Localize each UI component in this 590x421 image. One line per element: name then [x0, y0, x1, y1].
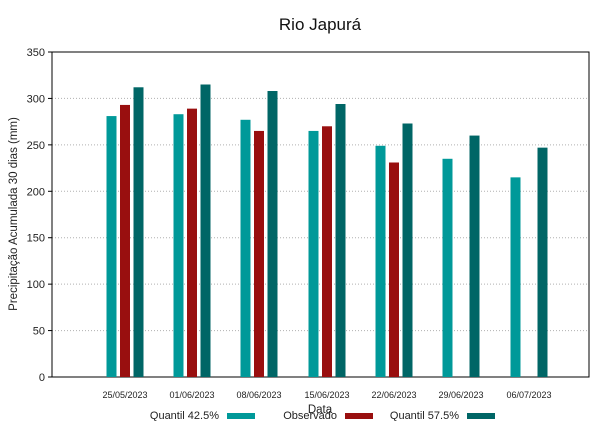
legend-swatch	[227, 413, 255, 419]
y-tick-label: 300	[27, 93, 45, 105]
bar	[133, 87, 144, 378]
legend-label: Observado	[283, 410, 337, 421]
legend-label: Quantil 42.5%	[150, 410, 219, 421]
bar	[537, 147, 548, 377]
bar	[308, 130, 319, 377]
bars	[106, 84, 548, 378]
x-axis-ticks: 25/05/2023 01/06/2023 08/06/2023 15/06/2023…	[102, 390, 551, 400]
bar	[469, 135, 480, 377]
bar	[375, 145, 386, 377]
bar	[200, 84, 211, 377]
bar	[254, 130, 264, 377]
bar	[173, 114, 184, 377]
bar	[402, 123, 413, 377]
x-tick-label: 25/05/2023	[102, 390, 147, 400]
bar	[240, 119, 251, 378]
legend-swatch	[345, 413, 373, 419]
bar	[322, 126, 332, 378]
y-tick-label: 100	[27, 279, 45, 291]
legend: Quantil 42.5% Observado Quantil 57.5%	[150, 410, 495, 421]
bar	[106, 116, 117, 378]
y-axis-label: Precipitação Acumulada 30 dias (mm)	[8, 117, 20, 311]
y-tick-label: 50	[33, 326, 45, 338]
legend-swatch	[467, 413, 495, 419]
chart-title: Rio Japurá	[279, 15, 362, 34]
x-tick-label: 06/07/2023	[506, 390, 551, 400]
y-tick-label: 150	[27, 233, 45, 245]
legend-label: Quantil 57.5%	[390, 410, 459, 421]
x-tick-label: 29/06/2023	[438, 390, 483, 400]
x-tick-label: 08/06/2023	[236, 390, 281, 400]
y-tick-label: 200	[27, 186, 45, 198]
bar	[267, 91, 278, 377]
grid-lines	[52, 97, 589, 332]
bar	[335, 104, 346, 377]
bar	[442, 158, 453, 377]
bar	[389, 162, 399, 377]
y-tick-label: 250	[27, 140, 45, 152]
x-axis-label: Data	[308, 404, 333, 416]
bar	[120, 104, 130, 377]
x-tick-label: 22/06/2023	[371, 390, 416, 400]
y-axis-ticks: 0 50 100 150 200 250 300 350	[27, 47, 52, 384]
bar	[187, 108, 197, 378]
x-tick-label: 01/06/2023	[169, 390, 214, 400]
y-tick-label: 350	[27, 47, 45, 59]
plot-area-frame	[51, 51, 590, 378]
x-tick-label: 15/06/2023	[304, 390, 349, 400]
bar	[510, 177, 521, 377]
y-tick-label: 0	[39, 372, 45, 384]
